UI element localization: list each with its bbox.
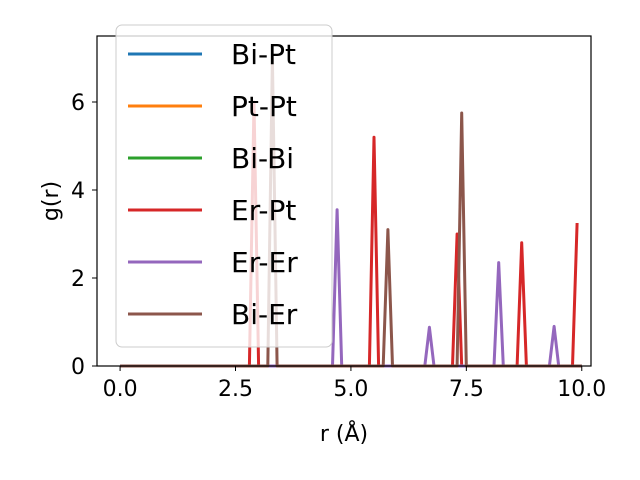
legend-label: Er-Pt — [231, 194, 296, 227]
legend-label: Bi-Bi — [231, 142, 294, 175]
legend-label: Bi-Pt — [231, 38, 296, 71]
legend-label: Pt-Pt — [231, 90, 297, 123]
plot-frame — [96, 35, 592, 367]
x-axis-label: r (Å) — [320, 420, 368, 447]
legend: Bi-Pt Pt-Pt Bi-Bi Er-Pt Er-Er Bi-Er — [115, 24, 333, 348]
x-tick-label: 5.0 — [333, 377, 368, 402]
y-tick-label: 4 — [71, 179, 85, 204]
y-tick-label: 2 — [71, 267, 85, 292]
legend-box — [115, 24, 333, 348]
ticks-layer: 0.0 2.5 5.0 7.5 10.0 0 2 4 6 — [71, 91, 606, 402]
y-tick-label: 0 — [71, 355, 85, 380]
y-axis-label: g(r) — [39, 181, 64, 221]
legend-label: Bi-Er — [231, 298, 298, 331]
x-tick-label: 10.0 — [557, 377, 606, 402]
legend-label: Er-Er — [231, 246, 298, 279]
y-tick-label: 6 — [71, 91, 85, 116]
x-tick-label: 7.5 — [449, 377, 484, 402]
x-tick-label: 2.5 — [218, 377, 253, 402]
x-tick-label: 0.0 — [103, 377, 138, 402]
